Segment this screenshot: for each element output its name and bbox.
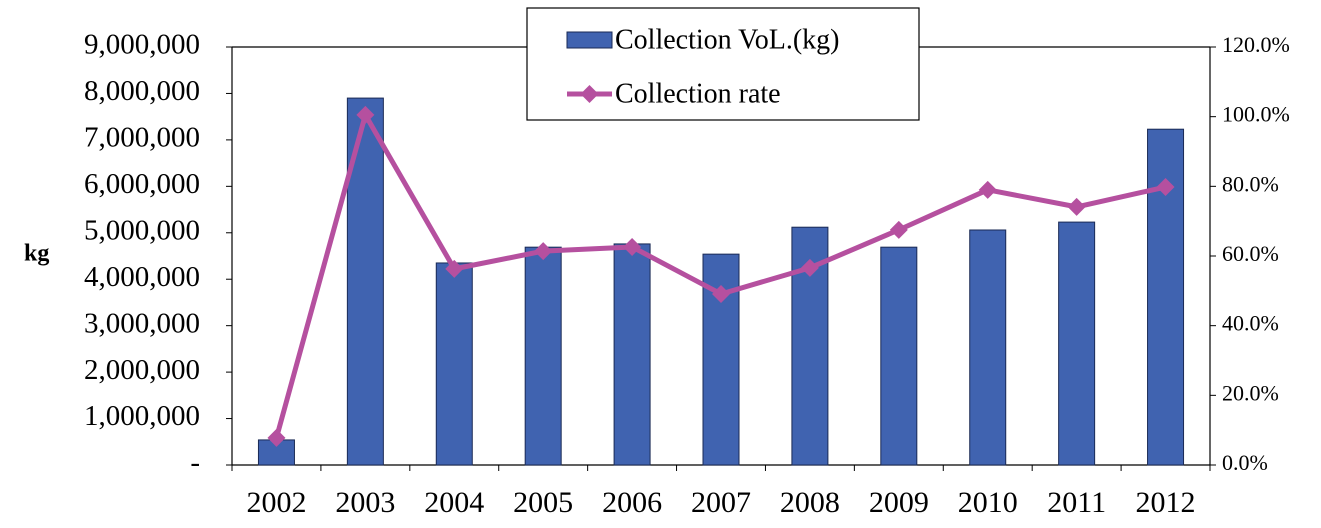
x-tick-label: 2008 xyxy=(780,486,840,519)
x-tick-label: 2006 xyxy=(602,486,662,519)
marker xyxy=(623,237,642,256)
y2-tick-label: 120.0% xyxy=(1222,32,1290,57)
y2-tick-label: 100.0% xyxy=(1222,102,1290,127)
y-axis-label: kg xyxy=(24,241,49,267)
legend xyxy=(526,7,920,121)
legend-swatch xyxy=(580,85,599,103)
legend-label: Collection VoL.(kg) xyxy=(615,24,840,55)
marker xyxy=(1067,197,1086,216)
bar xyxy=(435,262,473,466)
marker xyxy=(356,105,375,124)
y-tick-label: 1,000,000 xyxy=(84,400,200,432)
bar xyxy=(613,243,651,466)
y-tick-label: 2,000,000 xyxy=(84,354,200,386)
x-tick-label: 2009 xyxy=(869,486,929,519)
marker xyxy=(712,284,730,303)
y2-tick-label: 60.0% xyxy=(1222,241,1279,266)
x-tick-label: 2005 xyxy=(513,486,573,519)
y-tick-label: 3,000,000 xyxy=(84,307,200,339)
bar xyxy=(880,246,918,466)
marker xyxy=(534,242,553,261)
marker xyxy=(1156,178,1175,197)
y-tick-label: 6,000,000 xyxy=(84,168,200,200)
y-tick-label: 9,000,000 xyxy=(84,29,200,61)
bar xyxy=(1058,221,1096,466)
y2-tick-label: 20.0% xyxy=(1222,380,1279,405)
marker xyxy=(978,180,997,199)
bar xyxy=(524,246,562,466)
x-tick-label: 2002 xyxy=(246,486,306,519)
x-tick-label: 2003 xyxy=(335,486,395,519)
y-tick-label: 5,000,000 xyxy=(84,214,200,246)
x-tick-label: 2007 xyxy=(691,486,751,519)
x-tick-label: 2004 xyxy=(424,486,484,519)
y2-tick-label: 40.0% xyxy=(1222,311,1279,336)
marker xyxy=(889,220,908,239)
x-tick-label: 2011 xyxy=(1047,486,1106,519)
legend-label: Collection rate xyxy=(615,78,781,109)
x-tick-label: 2010 xyxy=(958,486,1018,519)
bar xyxy=(969,229,1007,466)
y2-tick-label: 80.0% xyxy=(1222,171,1279,196)
legend-swatch xyxy=(566,31,613,49)
y-tick-label: 7,000,000 xyxy=(84,122,200,154)
y2-tick-label: 0.0% xyxy=(1222,450,1268,475)
y-tick-label: 4,000,000 xyxy=(84,261,200,293)
marker xyxy=(800,258,819,277)
y-tick-label: 8,000,000 xyxy=(84,75,200,107)
marker xyxy=(267,428,286,447)
marker xyxy=(445,259,464,278)
bar xyxy=(257,439,295,466)
y-tick-label: - xyxy=(190,447,200,479)
x-tick-label: 2012 xyxy=(1136,486,1196,519)
